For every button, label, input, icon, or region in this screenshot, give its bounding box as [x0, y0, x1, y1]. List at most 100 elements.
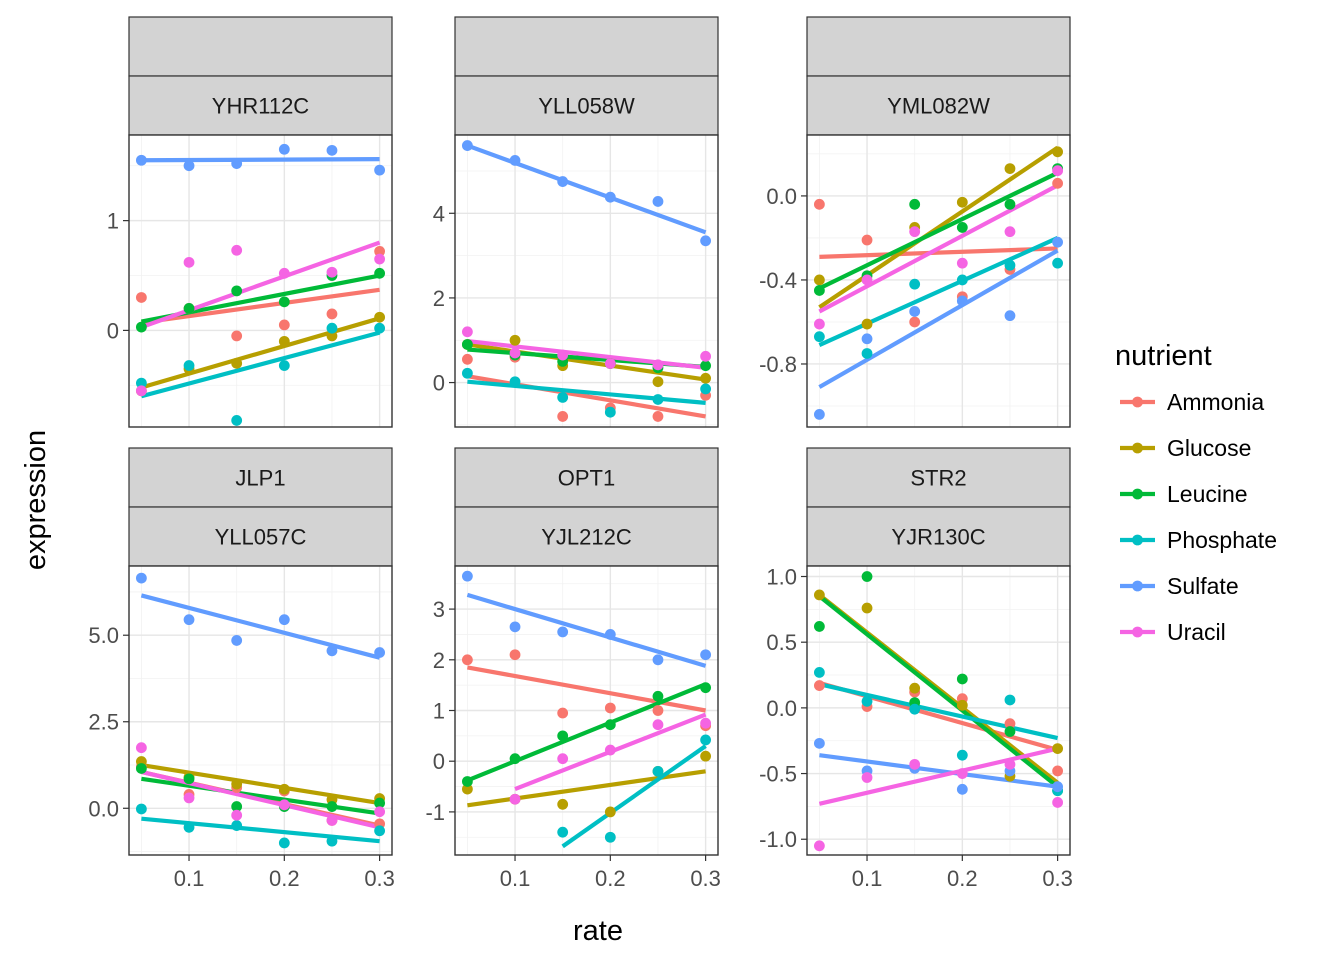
point-uracil — [861, 274, 873, 286]
y-tick-label: -0.4 — [759, 268, 797, 293]
point-glucose — [1052, 743, 1064, 754]
fit-line-phosphate — [561, 744, 707, 849]
fit-line-leucine — [141, 776, 380, 816]
fit-line-sulfate — [466, 143, 707, 235]
point-ammonia — [1004, 718, 1016, 730]
point-sulfate — [509, 154, 521, 166]
fit-line-leucine — [466, 682, 707, 783]
point-uracil — [861, 772, 873, 783]
point-phosphate — [604, 406, 616, 418]
point-leucine — [813, 285, 825, 296]
point-leucine — [461, 339, 473, 350]
point-ammonia — [604, 702, 616, 714]
point-sulfate — [652, 196, 664, 207]
fit-line-uracil — [140, 240, 381, 330]
point-uracil — [135, 385, 147, 397]
legend: nutrient Ammonia Glucose Leucine Phosphate S… — [1115, 340, 1277, 645]
x-tick-label: 0.2 — [595, 866, 626, 891]
point-leucine — [183, 773, 195, 785]
point-sulfate — [813, 408, 825, 420]
y-tick-label: 0.0 — [766, 184, 797, 209]
facet-panel: JLP1 YLL057C 0.1 0.2 0.3 0.0 2.5 5.0 — [88, 447, 395, 891]
point-uracil — [700, 350, 712, 362]
point-leucine — [231, 801, 243, 812]
point-phosphate — [956, 749, 968, 761]
legend-entry: Ammonia — [1120, 389, 1264, 415]
point-sulfate — [1052, 781, 1064, 793]
point-uracil — [557, 753, 569, 765]
point-glucose — [374, 311, 386, 323]
strip-systematic-label: YLL057C — [215, 525, 307, 550]
y-tick-label: -1.0 — [759, 827, 797, 852]
point-uracil — [909, 226, 921, 238]
x-tick-label: 0.2 — [269, 866, 300, 891]
y-tick-label: 1.0 — [766, 565, 797, 590]
point-leucine — [956, 673, 968, 685]
point-uracil — [374, 253, 386, 265]
point-phosphate — [557, 826, 569, 838]
point-sulfate — [231, 635, 243, 646]
facet-panel: STR2 YJR130C 0.1 0.2 0.3 -1.0 -0.5 0.0 0.5 1.0 — [759, 447, 1073, 891]
point-sulfate — [135, 154, 147, 166]
point-glucose — [1004, 163, 1016, 175]
legend-entry: Uracil — [1120, 619, 1226, 645]
point-uracil — [183, 792, 195, 804]
point-uracil — [604, 744, 616, 756]
point-phosphate — [461, 367, 473, 379]
legend-key-point — [1132, 488, 1143, 500]
point-glucose — [509, 334, 521, 346]
legend-title: nutrient — [1115, 340, 1212, 372]
point-ammonia — [278, 319, 290, 331]
point-uracil — [509, 793, 521, 805]
fit-line-glucose — [818, 145, 1059, 310]
point-sulfate — [861, 333, 873, 345]
fit-line-uracil — [467, 339, 706, 370]
point-phosphate — [278, 837, 290, 849]
point-glucose — [231, 778, 243, 790]
point-ammonia — [135, 292, 147, 303]
point-phosphate — [813, 667, 825, 678]
point-sulfate — [374, 647, 386, 658]
panel-border — [128, 565, 393, 856]
strip-gene — [128, 447, 393, 508]
point-sulfate — [604, 191, 616, 203]
point-leucine — [278, 296, 290, 308]
y-tick-label: 1 — [433, 699, 445, 724]
point-sulfate — [326, 144, 338, 156]
point-phosphate — [374, 322, 386, 334]
point-leucine — [700, 682, 712, 694]
point-leucine — [956, 222, 968, 233]
point-glucose — [1052, 146, 1064, 158]
point-ammonia — [1052, 177, 1064, 189]
legend-label: Sulfate — [1167, 573, 1239, 599]
fit-line-sulfate — [819, 753, 1058, 789]
point-phosphate — [909, 703, 921, 715]
point-glucose — [861, 602, 873, 614]
fit-line-phosphate — [818, 682, 1059, 741]
y-tick-label: 0.0 — [88, 796, 119, 821]
point-uracil — [1004, 758, 1016, 770]
y-tick-label: 3 — [433, 597, 445, 622]
legend-key-point — [1132, 534, 1143, 546]
point-sulfate — [1004, 310, 1016, 322]
y-tick-label: 2.5 — [88, 710, 119, 735]
point-uracil — [1004, 226, 1016, 238]
strip-systematic-label: YHR112C — [212, 94, 310, 119]
fit-line-phosphate — [141, 816, 380, 844]
point-leucine — [461, 776, 473, 787]
point-phosphate — [231, 820, 243, 831]
legend-key-point — [1132, 442, 1143, 454]
point-sulfate — [183, 614, 195, 626]
point-sulfate — [1052, 236, 1064, 248]
point-uracil — [231, 244, 243, 256]
x-tick-label: 0.1 — [852, 866, 883, 891]
legend-entry: Sulfate — [1120, 573, 1239, 599]
legend-entry: Phosphate — [1120, 527, 1277, 553]
point-sulfate — [956, 783, 968, 795]
point-uracil — [813, 318, 825, 330]
y-axis-title: expression — [20, 430, 52, 570]
fit-line-ammonia — [141, 287, 380, 325]
point-uracil — [326, 266, 338, 278]
point-glucose — [813, 589, 825, 601]
panel-background — [807, 135, 1070, 427]
